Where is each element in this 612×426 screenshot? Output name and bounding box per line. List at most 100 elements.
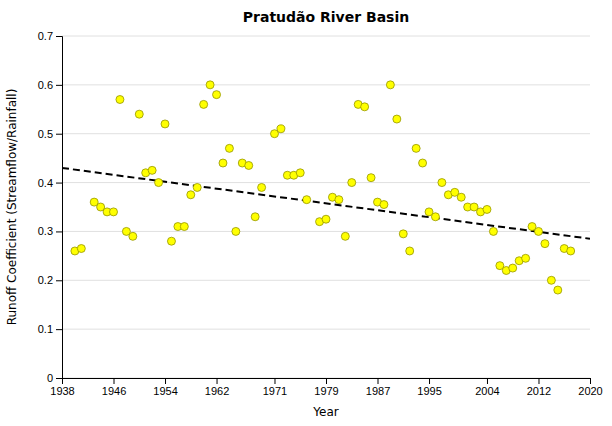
point (419, 159, 427, 167)
point (412, 144, 420, 152)
x-tick-label: 1979 (314, 385, 338, 397)
point (567, 247, 575, 255)
y-tick: 0.3 (38, 225, 62, 237)
y-tick-mark (56, 329, 62, 330)
point (509, 264, 517, 272)
x-tick-mark (378, 378, 379, 384)
point (431, 213, 439, 221)
x-tick-mark (114, 378, 115, 384)
y-tick: 0.6 (38, 79, 62, 91)
grid-line (62, 182, 590, 183)
y-tick-label: 0.3 (38, 225, 53, 237)
x-tick-label: 2012 (527, 385, 551, 397)
point (361, 103, 369, 111)
y-tick: 0.7 (38, 30, 62, 42)
y-axis: 0 0.1 0.2 0.3 0.4 0.5 0.6 0.7 (38, 30, 63, 384)
point (148, 166, 156, 174)
x-tick-label: 1987 (366, 385, 390, 397)
point (161, 120, 169, 128)
point (554, 286, 562, 294)
point (180, 223, 188, 231)
point (232, 227, 240, 235)
point (193, 183, 201, 191)
x-tick: 1954 (153, 378, 177, 397)
y-axis-line (56, 37, 63, 379)
point (541, 240, 549, 248)
y-tick-label: 0.6 (38, 79, 53, 91)
point (245, 161, 253, 169)
title: Pratudão River Basin (243, 9, 409, 25)
point (483, 205, 491, 213)
point (219, 159, 227, 167)
x-axis-line (63, 379, 591, 385)
x-tick: 1995 (417, 378, 441, 397)
x-tick: 1979 (314, 378, 338, 397)
grid-line (62, 84, 590, 85)
chart: 1938 1946 1954 1962 1971 1979 1987 1995 2004 2012… (0, 0, 612, 426)
y-axis-title: Runoff Coefficient (Streamflow/Rainfall) (5, 89, 19, 326)
x-tick: 1971 (263, 378, 287, 397)
x-tick: 1946 (102, 378, 126, 397)
point (534, 227, 542, 235)
y-tick-label: 0.4 (38, 177, 53, 189)
point (348, 179, 356, 187)
x-tick: 2012 (527, 378, 551, 397)
x-tick-mark (165, 378, 166, 384)
y-tick-mark (56, 183, 62, 184)
x-tick-mark (274, 378, 275, 384)
point (258, 183, 266, 191)
point (399, 230, 407, 238)
grid (62, 36, 590, 378)
y-tick-mark (56, 378, 62, 379)
x-tick-label: 1971 (263, 385, 287, 397)
point (135, 110, 143, 118)
x-tick: 1962 (205, 378, 229, 397)
point (547, 276, 555, 284)
point (167, 237, 175, 245)
point (489, 227, 497, 235)
x-tick-label: 2020 (578, 385, 602, 397)
point (110, 208, 118, 216)
x-tick-mark (538, 378, 539, 384)
x-tick: 1938 (50, 378, 74, 397)
point (77, 245, 85, 253)
x-tick-mark (217, 378, 218, 384)
y-tick-mark (56, 280, 62, 281)
point (187, 191, 195, 199)
x-tick-label: 1995 (417, 385, 441, 397)
point (303, 196, 311, 204)
y-tick: 0 (47, 372, 62, 384)
x-tick-label: 1946 (102, 385, 126, 397)
y-tick-label: 0.2 (38, 274, 53, 286)
y-tick-label: 0 (47, 372, 53, 384)
y-tick-mark (56, 36, 62, 37)
point (213, 91, 221, 99)
y-tick: 0.2 (38, 274, 62, 286)
scatter-points (71, 81, 575, 294)
grid-line (62, 36, 590, 37)
point (406, 247, 414, 255)
x-axis: 1938 1946 1954 1962 1971 1979 1987 1995 2004 2012… (50, 378, 602, 397)
x-tick-label: 1962 (205, 385, 229, 397)
y-tick: 0.5 (38, 128, 62, 140)
y-tick-label: 0.7 (38, 30, 53, 42)
point (225, 144, 233, 152)
grid-line (62, 329, 590, 330)
y-tick-mark (56, 85, 62, 86)
y-tick: 0.1 (38, 323, 62, 335)
point (200, 100, 208, 108)
x-tick: 1987 (366, 378, 390, 397)
point (438, 179, 446, 187)
x-tick-label: 1938 (50, 385, 74, 397)
point (206, 81, 214, 89)
grid-line (62, 231, 590, 232)
point (296, 169, 304, 177)
x-tick-mark (487, 378, 488, 384)
point (380, 201, 388, 209)
point (277, 125, 285, 133)
point (341, 232, 349, 240)
marks (62, 81, 590, 294)
x-tick-label: 2004 (475, 385, 499, 397)
grid-line (62, 133, 590, 134)
grid-line (62, 280, 590, 281)
